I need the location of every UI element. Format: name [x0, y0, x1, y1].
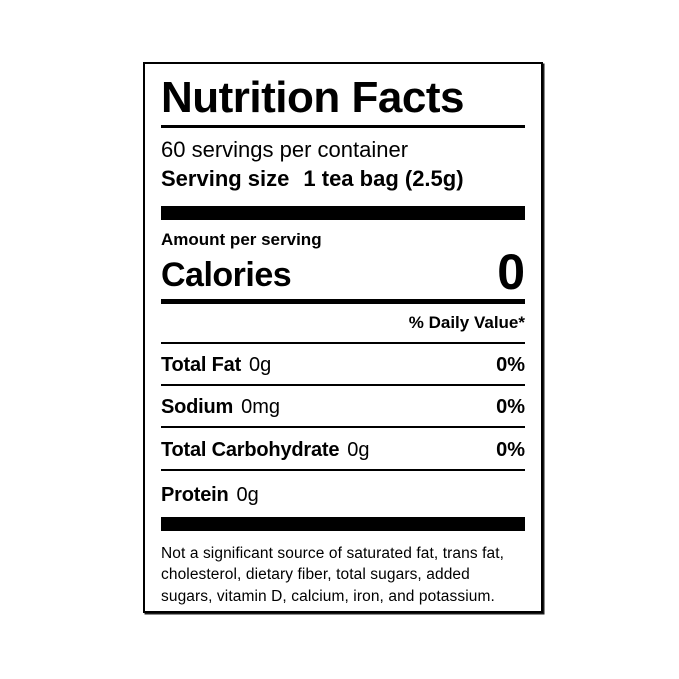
amount-per-serving-label: Amount per serving — [161, 229, 322, 249]
nutrient-left: Total Fat 0g — [161, 353, 271, 377]
nutrient-left: Protein 0g — [161, 483, 259, 507]
nutrient-daily-value: 0% — [496, 395, 525, 418]
nutrient-name: Total Fat — [161, 353, 242, 376]
nutrient-daily-value: 0% — [496, 353, 525, 376]
calories-row: Calories 0 — [161, 244, 525, 301]
nutrient-amount: 0g — [249, 353, 272, 376]
servings-per-container: 60 servings per container — [161, 137, 409, 162]
nutrient-left: Total Carbohydrate 0g — [161, 438, 370, 462]
label-title: Nutrition Facts — [161, 73, 464, 122]
row-separator — [161, 383, 525, 386]
nutrient-amount: 0g — [347, 438, 370, 461]
nutrient-name: Protein — [161, 483, 229, 506]
nutrient-amount: 0g — [236, 483, 259, 506]
footnote-text: Not a significant source of saturated fa… — [161, 544, 505, 606]
nutrient-daily-value: 0% — [496, 438, 525, 461]
serving-size-label: Serving size — [161, 165, 290, 191]
thick-bar-bottom — [161, 516, 525, 531]
nutrient-row-total-fat: Total Fat 0g 0% — [161, 344, 525, 384]
nutrient-row-total-carbohydrate: Total Carbohydrate 0g 0% — [161, 428, 525, 469]
thick-bar-top — [161, 205, 525, 220]
row-separator — [161, 468, 525, 471]
serving-size-value: 1 tea bag (2.5g) — [303, 165, 464, 191]
nutrient-row-protein: Protein 0g — [161, 471, 525, 517]
calories-label: Calories — [161, 256, 292, 295]
title-rule — [161, 125, 525, 128]
row-separator — [161, 425, 525, 428]
calories-rule — [161, 299, 525, 305]
daily-value-rule — [161, 341, 525, 344]
serving-size-row: Serving size 1 tea bag (2.5g) — [161, 166, 525, 192]
calories-value: 0 — [497, 244, 525, 301]
nutrition-facts-label: Nutrition Facts 60 servings per containe… — [143, 62, 543, 613]
daily-value-header: % Daily Value* — [408, 313, 525, 333]
nutrient-row-sodium: Sodium 0mg 0% — [161, 386, 525, 426]
nutrient-name: Total Carbohydrate — [161, 438, 340, 461]
nutrient-amount: 0mg — [241, 395, 281, 418]
nutrient-left: Sodium 0mg — [161, 395, 280, 419]
nutrient-name: Sodium — [161, 395, 234, 418]
